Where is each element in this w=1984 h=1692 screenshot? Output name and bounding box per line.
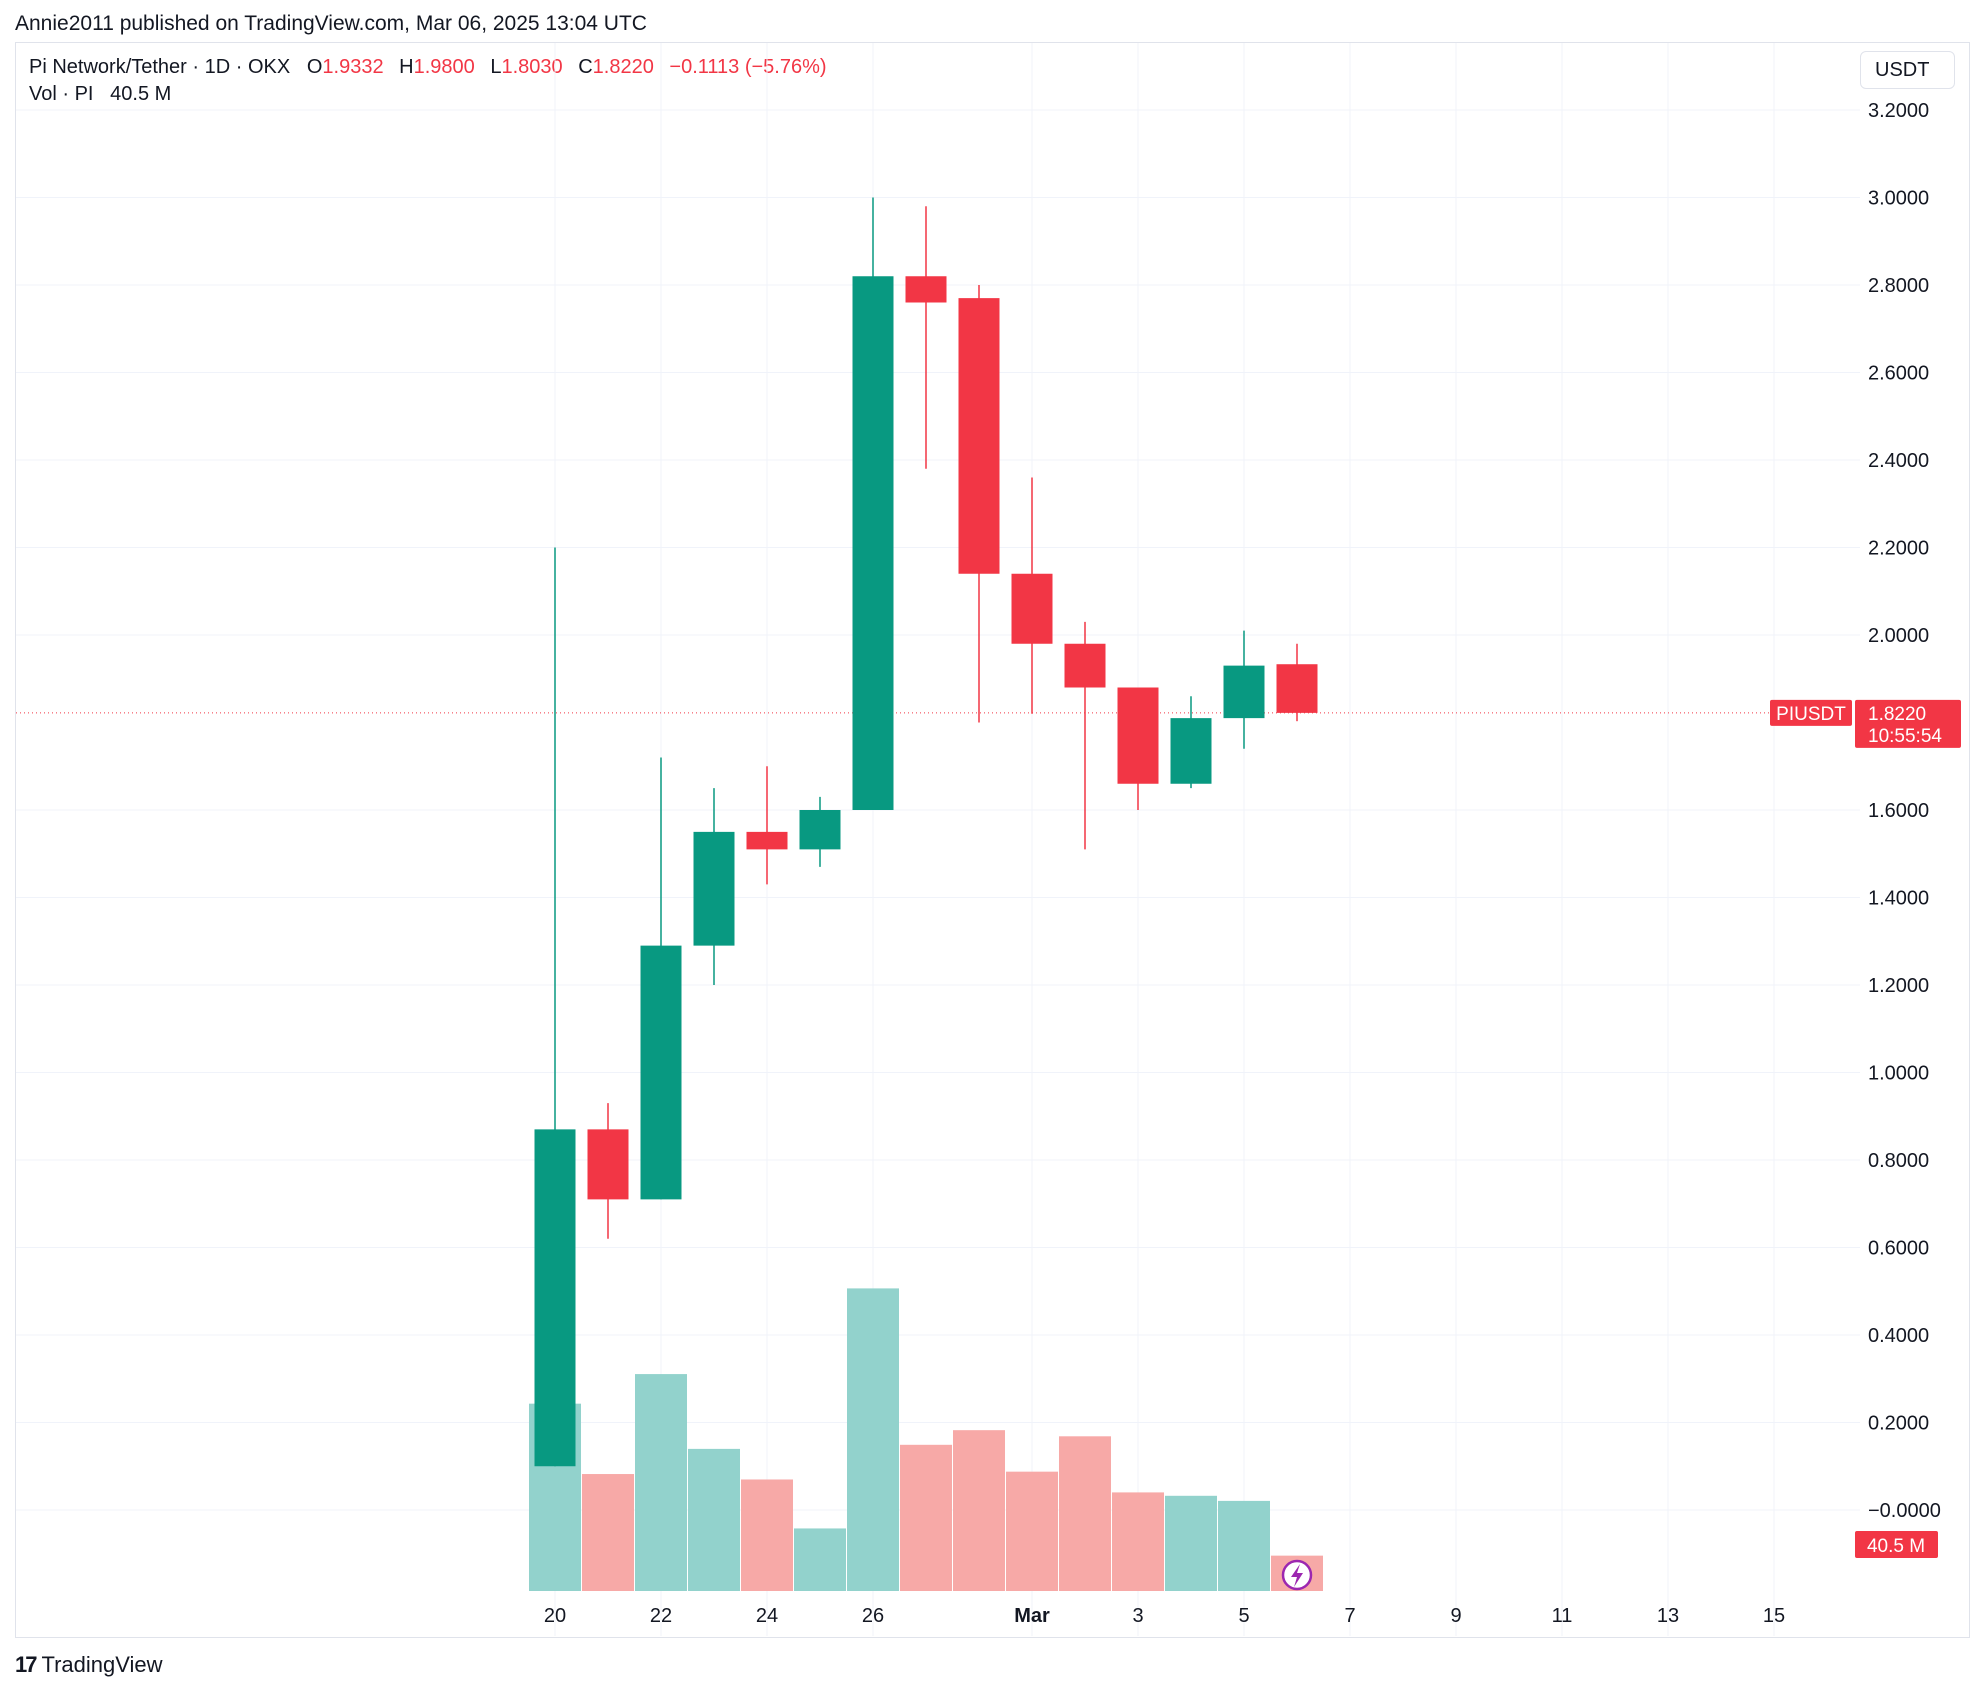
candle-body — [1064, 643, 1106, 688]
volume-bar — [1006, 1471, 1058, 1591]
candle-body — [799, 810, 841, 850]
price-tick-label: 1.0000 — [1868, 1063, 1929, 1085]
candle-body — [1276, 664, 1318, 713]
volume-bar — [953, 1430, 1005, 1591]
price-tick-label: 0.2000 — [1868, 1413, 1929, 1435]
candle-body — [746, 831, 788, 850]
volume-bar — [794, 1528, 846, 1591]
axis-layer: 3.2000 3.0000 2.8000 2.6000 2.4000 2.2000 2.00… — [544, 100, 1941, 1627]
volume-layer — [529, 1288, 1323, 1591]
time-tick-label: 3 — [1132, 1605, 1143, 1627]
volume-bar — [688, 1448, 740, 1591]
symbol-tag-label: PIUSDT — [1776, 704, 1846, 725]
price-tick-label: 1.2000 — [1868, 975, 1929, 997]
price-tick-label: 3.0000 — [1868, 188, 1929, 210]
candle-layer — [534, 197, 1318, 1467]
symbol-price-tag: PIUSDT — [1770, 699, 1852, 726]
time-tick-label: 5 — [1238, 1605, 1249, 1627]
candle-body — [640, 945, 682, 1200]
volume-bar — [1218, 1500, 1270, 1591]
candle-body — [905, 276, 947, 303]
volume-value: 40.5 M — [110, 83, 172, 105]
volume-bar — [741, 1479, 793, 1591]
tradingview-logo-icon: 17 — [15, 1652, 38, 1677]
candle-body — [1011, 573, 1053, 644]
last-price-label: 1.8220 — [1868, 704, 1926, 725]
price-tick-label: 2.4000 — [1868, 450, 1929, 472]
volume-bar — [847, 1288, 899, 1591]
lightning-icon[interactable] — [1281, 1559, 1313, 1591]
volume-bar — [1112, 1492, 1164, 1591]
footer-brand[interactable]: 17 TradingView — [15, 1652, 163, 1678]
price-tick-label: −0.0000 — [1868, 1500, 1941, 1522]
price-tick-label: 0.6000 — [1868, 1238, 1929, 1260]
symbol-line[interactable]: Pi Network/Tether · 1D · OKX — [29, 56, 291, 78]
price-tick-label: 3.2000 — [1868, 100, 1929, 122]
price-tick-label: 2.6000 — [1868, 363, 1929, 385]
candle-body — [958, 298, 1000, 574]
brand-name: TradingView — [41, 1652, 163, 1677]
price-tick-label: 1.4000 — [1868, 888, 1929, 910]
candle-body — [587, 1129, 629, 1200]
price-tick-label: 2.2000 — [1868, 538, 1929, 560]
volume-bar — [1165, 1495, 1217, 1591]
chart-frame — [15, 42, 1970, 1638]
candle-body — [1223, 665, 1265, 719]
time-tick-label: 24 — [756, 1605, 778, 1627]
price-tick-label: 2.8000 — [1868, 275, 1929, 297]
low-value: 1.8030 — [501, 56, 563, 78]
volume-bar — [582, 1474, 634, 1591]
price-tick-label: 0.4000 — [1868, 1325, 1929, 1347]
close-label: C — [578, 56, 593, 78]
price-tick-label: 1.6000 — [1868, 800, 1929, 822]
volume-bar — [635, 1374, 687, 1591]
candle-body — [1170, 718, 1212, 784]
time-tick-label: Mar — [1014, 1605, 1050, 1627]
time-tick-label: 22 — [650, 1605, 672, 1627]
time-tick-label: 26 — [862, 1605, 884, 1627]
open-label: O — [306, 56, 323, 78]
high-value: 1.9800 — [413, 56, 475, 78]
volume-bar — [900, 1444, 952, 1591]
volume-tag-label: 40.5 M — [1867, 1536, 1925, 1557]
time-tick-label: 13 — [1657, 1605, 1679, 1627]
price-tick-label: 2.0000 — [1868, 625, 1929, 647]
volume-label[interactable]: Vol · PI — [29, 83, 94, 105]
candle-body — [852, 276, 894, 810]
time-tick-label: 9 — [1450, 1605, 1461, 1627]
close-value: 1.8220 — [592, 56, 654, 78]
time-tick-label: 11 — [1552, 1605, 1573, 1627]
change-value: −0.1113 (−5.76%) — [669, 56, 827, 78]
time-tick-label: 15 — [1763, 1605, 1785, 1627]
time-tick-label: 20 — [544, 1605, 566, 1627]
publish-info: Annie2011 published on TradingView.com, … — [15, 12, 647, 35]
countdown-label: 10:55:54 — [1868, 726, 1942, 747]
symbol-legend[interactable]: Pi Network/Tether · 1D · OKX O1.9332 H1.… — [29, 56, 837, 79]
open-value: 1.9332 — [322, 56, 384, 78]
candle-body — [1117, 687, 1159, 784]
time-tick-label: 7 — [1344, 1605, 1355, 1627]
currency-button[interactable]: USDT — [1860, 51, 1955, 89]
price-tick-label: 0.8000 — [1868, 1150, 1929, 1172]
candle-body — [534, 1129, 576, 1467]
volume-legend[interactable]: Vol · PI 40.5 M — [29, 83, 171, 106]
low-label: L — [490, 56, 502, 78]
high-label: H — [399, 56, 414, 78]
volume-price-tag: 40.5 M — [1855, 1531, 1938, 1558]
candle-body — [693, 831, 735, 946]
volume-bar — [1059, 1436, 1111, 1591]
